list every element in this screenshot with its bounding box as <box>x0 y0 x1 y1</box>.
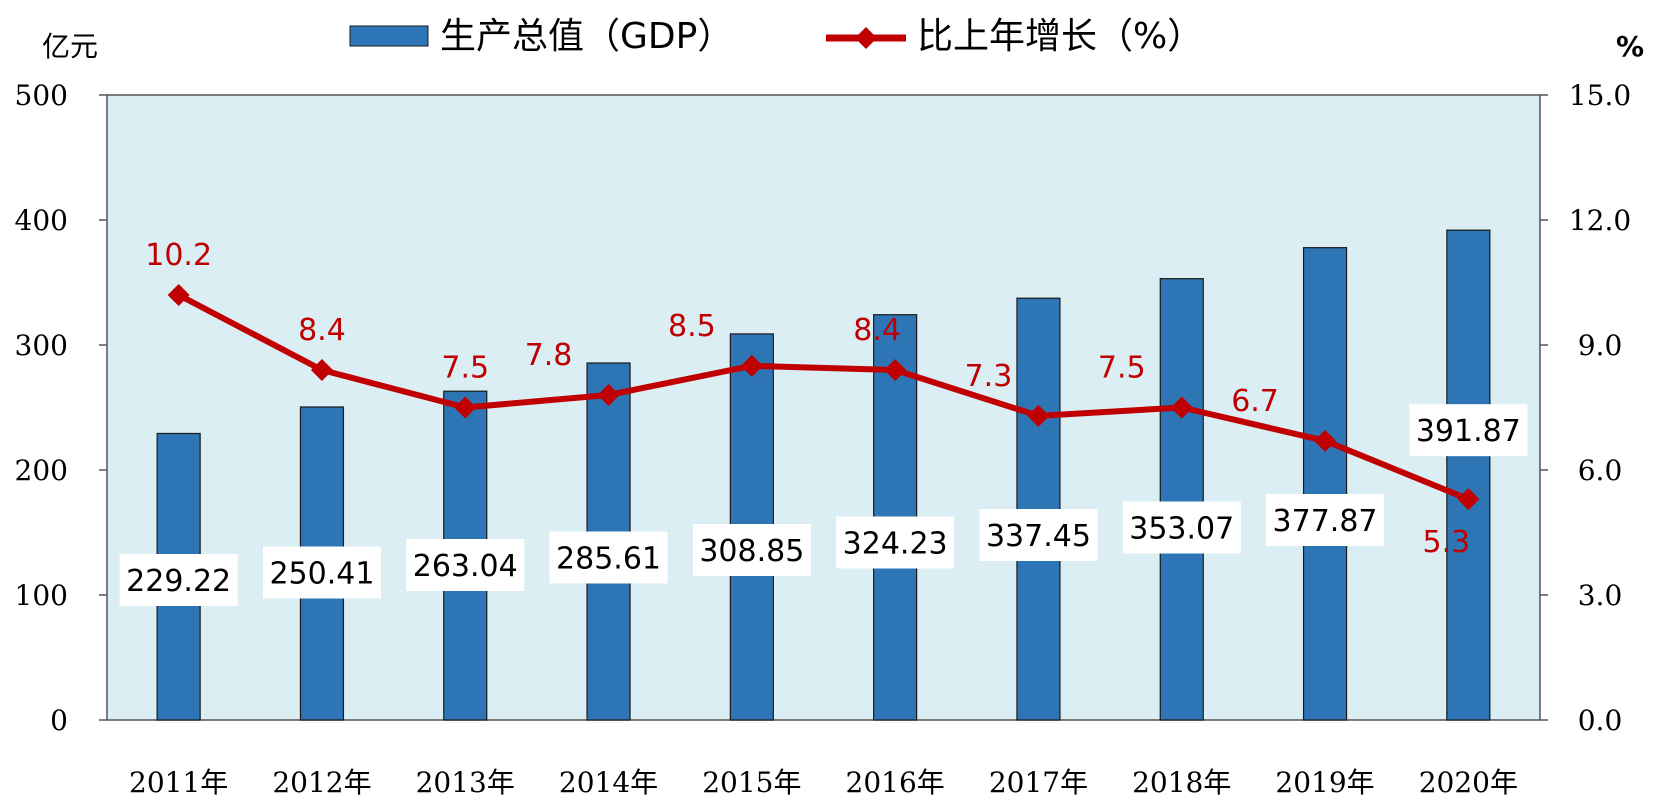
legend-line-marker <box>855 27 877 49</box>
gdp-data-label-text: 308.85 <box>699 534 804 569</box>
left-tick-label: 500 <box>15 79 68 112</box>
gdp-data-label-box <box>1409 404 1528 457</box>
gdp-data-label: 391.87 <box>1409 404 1528 457</box>
gdp-data-label: 324.23 <box>836 516 955 569</box>
growth-marker <box>597 384 620 406</box>
x-tick-label: 2020年 <box>1419 766 1518 799</box>
gdp-data-label: 353.07 <box>1122 501 1241 554</box>
x-tick-label: 2011年 <box>129 766 228 799</box>
gdp-data-label-box <box>979 509 1098 561</box>
gdp-data-label: 263.04 <box>406 539 525 591</box>
gdp-data-label-text: 377.87 <box>1273 504 1378 539</box>
growth-marker <box>1170 396 1193 419</box>
growth-marker <box>1457 488 1480 511</box>
x-tick-label: 2014年 <box>559 766 658 799</box>
growth-marker <box>884 359 907 381</box>
legend: 生产总值（GDP） 比上年增长（%） <box>349 16 1203 57</box>
gdp-data-label: 229.22 <box>119 554 238 606</box>
left-tick-label: 400 <box>15 204 68 237</box>
right-axis-unit: % <box>1616 30 1644 63</box>
gdp-data-label: 285.61 <box>549 531 668 584</box>
plot-area <box>106 94 1541 721</box>
x-tick-label: 2012年 <box>272 766 371 799</box>
growth-data-label: 10.2 <box>145 238 212 273</box>
gdp-data-label-box <box>692 524 811 576</box>
growth-data-label: 6.7 <box>1231 384 1279 419</box>
gdp-data-label-text: 229.22 <box>126 564 231 599</box>
growth-marker <box>1027 404 1050 427</box>
gdp-data-label: 337.45 <box>979 509 1098 561</box>
right-tick-label: 15.0 <box>1569 79 1631 112</box>
x-tick-label: 2016年 <box>846 766 945 799</box>
growth-line <box>177 292 1470 502</box>
bar-data-labels: 229.22 250.41 263.04 285.61 308.85 324.23 337.… <box>119 404 1528 606</box>
gdp-bar <box>1159 278 1204 721</box>
gdp-data-label: 377.87 <box>1266 494 1385 546</box>
growth-data-label: 7.3 <box>965 359 1013 394</box>
right-tick-label: 3.0 <box>1578 579 1623 612</box>
gdp-data-label-text: 337.45 <box>986 519 1091 554</box>
growth-marker <box>740 354 763 377</box>
gdp-data-label-text: 391.87 <box>1416 414 1521 449</box>
gdp-data-label: 308.85 <box>692 524 811 576</box>
gdp-data-label-text: 285.61 <box>556 542 661 577</box>
growth-marker <box>310 359 333 381</box>
legend-bar-label: 生产总值（GDP） <box>440 16 733 57</box>
gdp-data-label-text: 250.41 <box>269 557 374 592</box>
gdp-data-label-box <box>119 554 238 606</box>
x-tick-label: 2015年 <box>702 766 801 799</box>
right-tick-label: 6.0 <box>1578 454 1623 487</box>
gdp-data-label-box <box>406 539 525 591</box>
gdp-data-label: 250.41 <box>262 546 381 599</box>
left-tick-label: 100 <box>15 579 68 612</box>
growth-marker <box>1314 429 1337 452</box>
x-axis-ticks: 2011年 2012年 2013年 2014年 2015年 2016年 2017年 2018年… <box>129 766 1518 799</box>
gdp-data-label-text: 353.07 <box>1129 512 1234 547</box>
left-tick-label: 300 <box>15 329 68 362</box>
gdp-data-label-box <box>1266 494 1385 546</box>
legend-line-label: 比上年增长（%） <box>917 16 1203 57</box>
line-data-labels: 10.2 8.4 7.5 7.8 8.5 8.4 7.3 7.5 6.7 5.3 <box>145 238 1470 560</box>
gdp-bar <box>1302 247 1348 721</box>
growth-data-label: 7.5 <box>441 351 489 386</box>
gdp-data-label-box <box>262 546 381 599</box>
right-axis-ticks: 0.0 3.0 6.0 9.0 12.0 15.0 <box>1540 79 1631 737</box>
right-tick-label: 9.0 <box>1578 329 1623 362</box>
gdp-bar <box>1446 229 1491 721</box>
right-tick-label: 12.0 <box>1569 204 1631 237</box>
x-tick-label: 2017年 <box>989 766 1088 799</box>
line-series <box>167 284 1480 511</box>
growth-data-label: 7.5 <box>1098 351 1146 386</box>
left-axis-unit: 亿元 <box>42 30 98 63</box>
x-tick-label: 2019年 <box>1275 766 1374 799</box>
gdp-data-label-text: 324.23 <box>843 527 948 562</box>
growth-marker <box>167 284 190 306</box>
growth-data-label: 5.3 <box>1422 525 1470 560</box>
gdp-data-label-box <box>836 516 955 569</box>
gdp-data-label-box <box>549 531 668 584</box>
left-axis-ticks: 0 100 200 300 400 500 <box>15 79 107 737</box>
gdp-data-label-text: 263.04 <box>413 549 518 584</box>
legend-bar-swatch <box>349 25 429 47</box>
growth-data-label: 8.5 <box>668 309 716 344</box>
left-tick-label: 0 <box>50 704 68 737</box>
left-tick-label: 200 <box>15 454 68 487</box>
growth-data-label: 8.4 <box>298 313 346 348</box>
growth-data-label: 8.4 <box>853 313 901 348</box>
growth-marker <box>454 396 477 419</box>
right-tick-label: 0.0 <box>1578 704 1623 737</box>
gdp-data-label-box <box>1122 501 1241 554</box>
x-tick-label: 2013年 <box>416 766 515 799</box>
x-tick-label: 2018年 <box>1132 766 1231 799</box>
growth-data-label: 7.8 <box>525 338 573 373</box>
